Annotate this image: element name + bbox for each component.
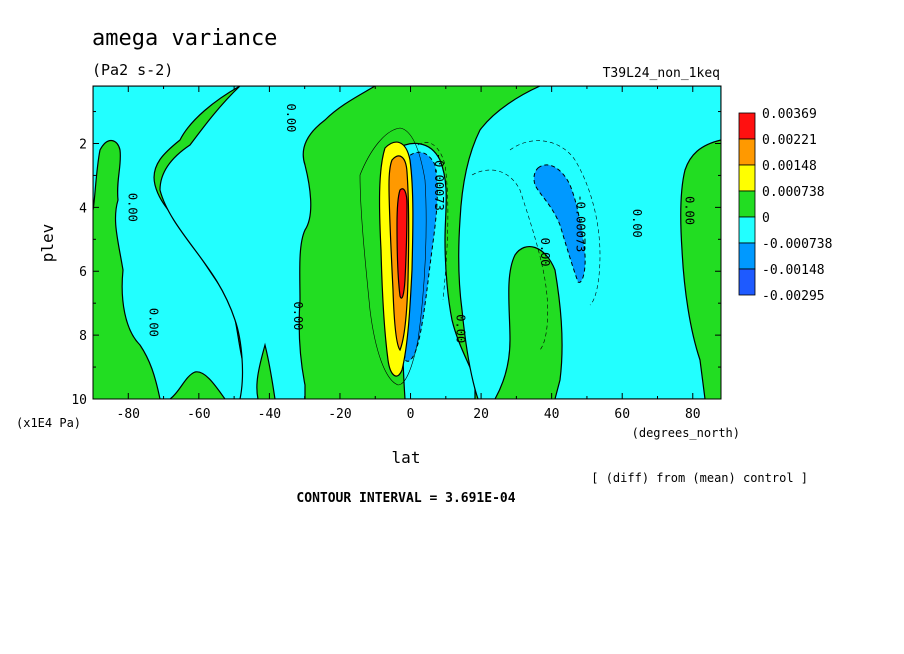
x-axis-title: lat [392, 448, 421, 467]
y-tick-label: 2 [79, 137, 87, 152]
cyan-region-north [458, 86, 721, 399]
x-tick-label: -60 [187, 407, 210, 422]
contour-line-dashed-3 [417, 142, 449, 301]
y-tick-label: 6 [79, 265, 87, 280]
x-tick-label: -40 [258, 407, 281, 422]
legend-level-label: 0.000738 [762, 185, 825, 200]
legend-level-label: -0.00295 [762, 289, 825, 304]
x-tick-label: 80 [685, 407, 701, 422]
contour-label: 0.00 [284, 103, 298, 132]
y-axis-title: plev [38, 224, 57, 263]
legend-swatch [738, 164, 756, 192]
legend-level-label: 0.00148 [762, 159, 817, 174]
contour-label: 0.00 [125, 193, 139, 222]
contour-interval: CONTOUR INTERVAL = 3.691E-04 [296, 491, 515, 506]
legend-swatch [738, 190, 756, 218]
contour-label: -0.00073 [573, 194, 587, 252]
contour-label: 0.00 [291, 302, 305, 331]
contour-labels: 0.00 0.00 0.00 0.00 0.00 -0.00073 -0.00073 0.00… [125, 103, 696, 343]
chart-units: (Pa2 s-2) [92, 61, 173, 79]
y-tick-label: 8 [79, 329, 87, 344]
legend-level-label: -0.00148 [762, 263, 825, 278]
contour-line-outer-positive [359, 127, 427, 386]
color-legend: 0.00369 0.00221 0.00148 0.000738 0 -0.000738 -… [738, 107, 832, 304]
contour-label: -0.00073 [432, 153, 446, 211]
legend-level-label: 0 [762, 211, 770, 226]
plot-frame [92, 85, 722, 400]
legend-swatch [738, 138, 756, 166]
cyan-region-south [93, 86, 256, 399]
x-tick-label: -20 [328, 407, 351, 422]
x-tick-label: 60 [614, 407, 630, 422]
legend-swatch [738, 216, 756, 244]
x-axis: -80 -60 -40 -20 0 20 40 60 80 [92, 86, 701, 422]
contour-label: 0.00 [630, 209, 644, 238]
legend-swatch [738, 268, 756, 296]
y-tick-label: 10 [71, 393, 87, 408]
y-axis: 2 4 6 8 10 [71, 111, 721, 408]
legend-swatch [738, 242, 756, 270]
legend-swatch [738, 112, 756, 140]
legend-level-label: -0.000738 [762, 237, 832, 252]
blue-region-north [533, 164, 586, 283]
chart-title: amega variance [92, 26, 277, 51]
legend-level-label: 0.00369 [762, 107, 817, 122]
legend-level-label: 0.00221 [762, 133, 817, 148]
x-axis-units: (degrees_north) [632, 426, 740, 440]
contour-field [93, 86, 721, 399]
contour-line-dashed-1 [471, 169, 549, 351]
contour-line-dashed-2 [509, 140, 601, 306]
contour-label: 0.00 [538, 238, 552, 267]
x-tick-label: 40 [544, 407, 560, 422]
experiment-label: T39L24_non_1keq [603, 66, 720, 81]
comparison-note: [ (diff) from (mean) control ] [591, 471, 808, 485]
y-axis-units: (x1E4 Pa) [16, 416, 81, 430]
y-tick-label: 4 [79, 201, 87, 216]
cyan-region-mid-south [159, 86, 377, 399]
contour-label: 0.00 [683, 196, 697, 225]
x-tick-label: -80 [117, 407, 140, 422]
contour-label: 0.00 [146, 308, 160, 337]
x-tick-label: 0 [407, 407, 415, 422]
red-region [396, 188, 408, 299]
x-tick-label: 20 [473, 407, 489, 422]
contour-label: 0.00 [453, 314, 467, 343]
